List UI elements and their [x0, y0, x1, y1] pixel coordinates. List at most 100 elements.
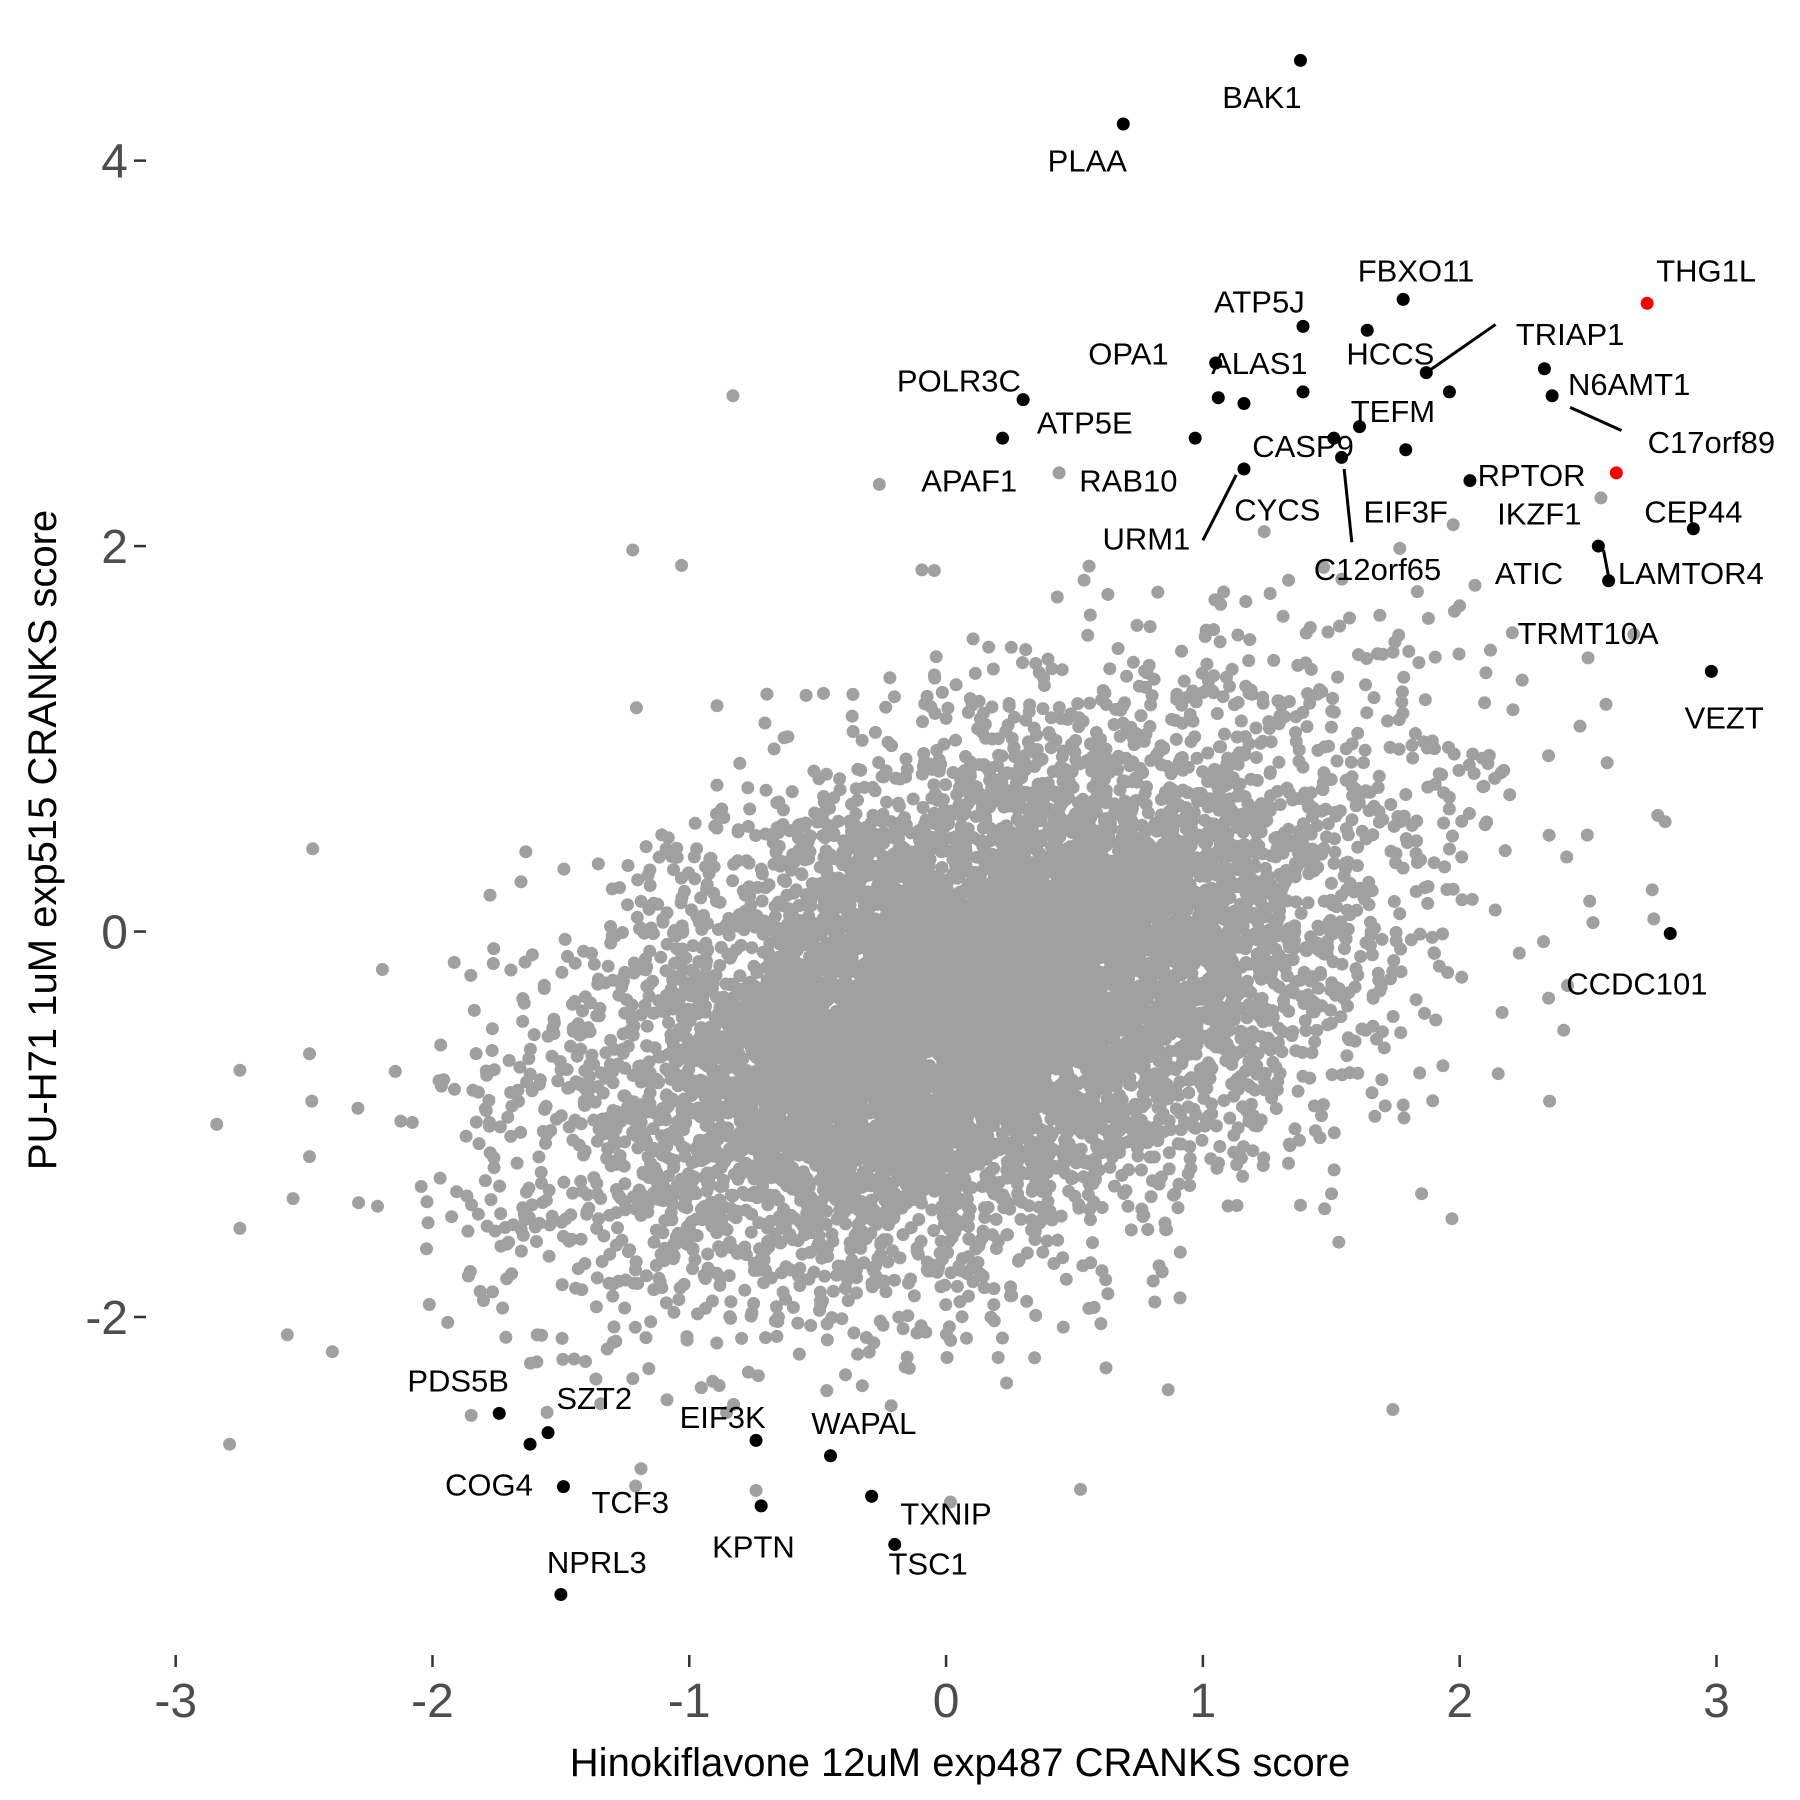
background-point: [483, 888, 497, 902]
background-point: [1436, 1059, 1450, 1073]
background-point: [514, 1244, 528, 1258]
background-point: [1340, 1049, 1354, 1063]
background-point: [1028, 1351, 1042, 1365]
background-point: [912, 1213, 926, 1226]
background-point: [1409, 993, 1423, 1007]
background-point: [652, 850, 666, 864]
background-point: [1286, 1025, 1300, 1039]
background-point: [1175, 644, 1188, 658]
background-point: [880, 795, 893, 809]
background-point: [738, 1283, 752, 1297]
background-point: [371, 1199, 384, 1213]
background-point: [394, 1114, 408, 1128]
background-point: [660, 1393, 674, 1407]
background-point: [1282, 695, 1296, 708]
background-point: [414, 1180, 428, 1193]
background-point: [1173, 1291, 1187, 1305]
background-point: [701, 1247, 715, 1261]
background-point: [1300, 720, 1314, 734]
background-point: [849, 782, 863, 796]
background-point: [422, 1298, 436, 1311]
background-point: [1195, 1133, 1209, 1147]
background-point: [1213, 1140, 1227, 1153]
background-point: [1378, 1099, 1392, 1113]
background-point: [621, 1245, 635, 1259]
background-point: [1321, 625, 1335, 639]
background-point: [1218, 727, 1231, 741]
background-point: [538, 1102, 552, 1116]
background-point: [1375, 1073, 1389, 1087]
background-point: [592, 1212, 606, 1226]
background-point: [1427, 946, 1441, 960]
background-point: [602, 1276, 616, 1290]
background-point: [1177, 674, 1191, 688]
background-point: [1409, 885, 1423, 898]
background-point: [1144, 1190, 1158, 1204]
background-point: [1443, 842, 1456, 856]
background-point: [639, 1331, 653, 1345]
background-point: [726, 874, 740, 888]
background-point: [1141, 1223, 1155, 1236]
background-point: [1171, 1137, 1185, 1151]
background-point: [917, 747, 931, 760]
background-point: [769, 1300, 783, 1314]
background-point: [984, 1310, 998, 1324]
background-point: [1389, 856, 1403, 870]
background-point: [461, 1224, 475, 1238]
background-point: [896, 1322, 910, 1336]
background-point: [1052, 701, 1066, 714]
background-point: [686, 1241, 700, 1255]
background-point: [939, 1298, 953, 1312]
background-point: [1405, 738, 1419, 752]
background-point: [488, 1224, 502, 1238]
background-point: [1442, 802, 1456, 816]
background-point: [1071, 697, 1085, 711]
background-point: [785, 785, 799, 799]
background-point: [1318, 1202, 1332, 1216]
background-point: [514, 875, 528, 889]
background-point: [447, 955, 461, 969]
background-point: [621, 898, 634, 912]
background-point: [1308, 1035, 1322, 1049]
background-point: [1355, 1022, 1369, 1036]
background-point: [1044, 711, 1058, 725]
background-point: [1506, 703, 1520, 717]
background-point: [1452, 763, 1466, 777]
background-point: [1437, 816, 1451, 830]
background-point: [949, 733, 962, 747]
background-point: [494, 1207, 508, 1221]
background-point: [640, 1269, 653, 1283]
background-point: [1103, 662, 1117, 676]
background-point: [551, 1074, 565, 1088]
background-point: [1365, 1086, 1379, 1100]
background-point: [1217, 1094, 1231, 1107]
background-point: [502, 1054, 516, 1067]
background-point: [1294, 1198, 1307, 1212]
background-point: [1387, 895, 1401, 908]
background-point: [941, 701, 955, 715]
background-point: [1084, 1256, 1098, 1270]
background-point: [1271, 784, 1284, 798]
background-point: [1239, 679, 1253, 693]
background-point: [577, 944, 590, 958]
background-point: [1542, 991, 1556, 1005]
background-point: [591, 857, 605, 871]
background-point: [1432, 959, 1446, 973]
background-point: [1216, 690, 1230, 704]
background-point: [1236, 1169, 1250, 1183]
background-point: [1143, 620, 1157, 634]
background-point: [1327, 856, 1341, 870]
background-point: [1083, 696, 1096, 710]
background-point: [471, 1207, 485, 1221]
background-point: [855, 1379, 869, 1393]
background-point: [1512, 946, 1526, 960]
background-point: [535, 1176, 548, 1190]
background-point: [614, 1191, 627, 1205]
background-point: [940, 1351, 954, 1364]
background-point: [879, 700, 893, 714]
background-point: [915, 563, 929, 577]
background-point: [1162, 1162, 1176, 1176]
background-point: [1059, 1272, 1073, 1286]
background-point: [939, 778, 952, 792]
